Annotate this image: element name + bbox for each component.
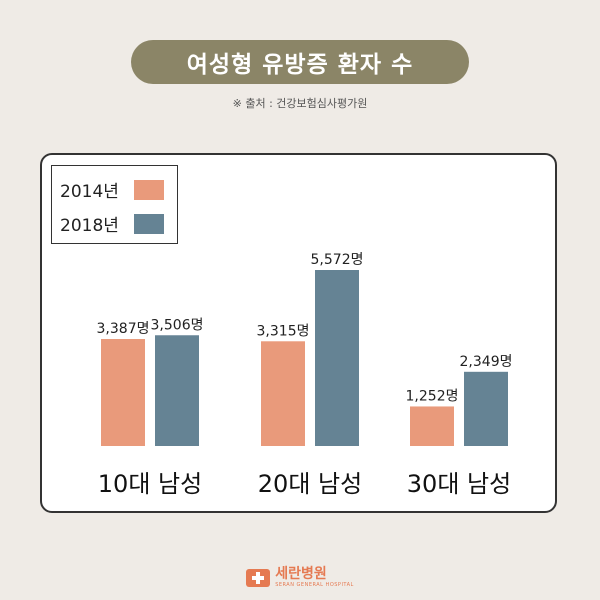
category-label-30s: 30대 남성 bbox=[407, 470, 511, 498]
bar-20s-2018 bbox=[315, 270, 359, 446]
data-label-20s-2014: 3,315명 bbox=[257, 323, 310, 339]
data-label-20s-2018: 5,572명 bbox=[311, 252, 364, 268]
hospital-english-name: SERAN GENERAL HOSPITAL bbox=[275, 582, 354, 588]
data-label-10s-2018: 3,506명 bbox=[151, 317, 204, 333]
legend-swatch-2014 bbox=[134, 179, 164, 200]
data-label-30s-2018: 2,349명 bbox=[460, 354, 513, 370]
legend-label-2018: 2018년 bbox=[60, 216, 119, 236]
legend-label-2014: 2014년 bbox=[60, 182, 119, 202]
chart-legend: 2014년 2018년 bbox=[51, 165, 178, 244]
hospital-cross-icon bbox=[246, 569, 271, 587]
data-label-30s-2014: 1,252명 bbox=[406, 388, 459, 404]
bar-10s-2014 bbox=[101, 339, 145, 446]
hospital-name: 세란병원 bbox=[275, 566, 327, 582]
footer-brand: 세란병원 SERAN GENERAL HOSPITAL bbox=[0, 567, 600, 589]
bar-20s-2014 bbox=[261, 341, 305, 446]
legend-item-2018: 2018년 bbox=[60, 211, 164, 236]
category-label-10s: 10대 남성 bbox=[98, 470, 202, 498]
legend-swatch-2018 bbox=[134, 213, 164, 234]
data-label-10s-2014: 3,387명 bbox=[97, 321, 150, 337]
title-pill: 여성형 유방증 환자 수 bbox=[131, 40, 469, 84]
category-label-20s: 20대 남성 bbox=[258, 470, 362, 498]
bar-30s-2018 bbox=[464, 371, 508, 446]
bar-30s-2014 bbox=[410, 406, 454, 446]
legend-item-2014: 2014년 bbox=[60, 177, 164, 202]
source-note: ※ 출처 : 건강보험심사평가원 bbox=[232, 97, 368, 110]
page-title: 여성형 유방증 환자 수 bbox=[186, 52, 414, 78]
bar-10s-2018 bbox=[155, 335, 199, 446]
